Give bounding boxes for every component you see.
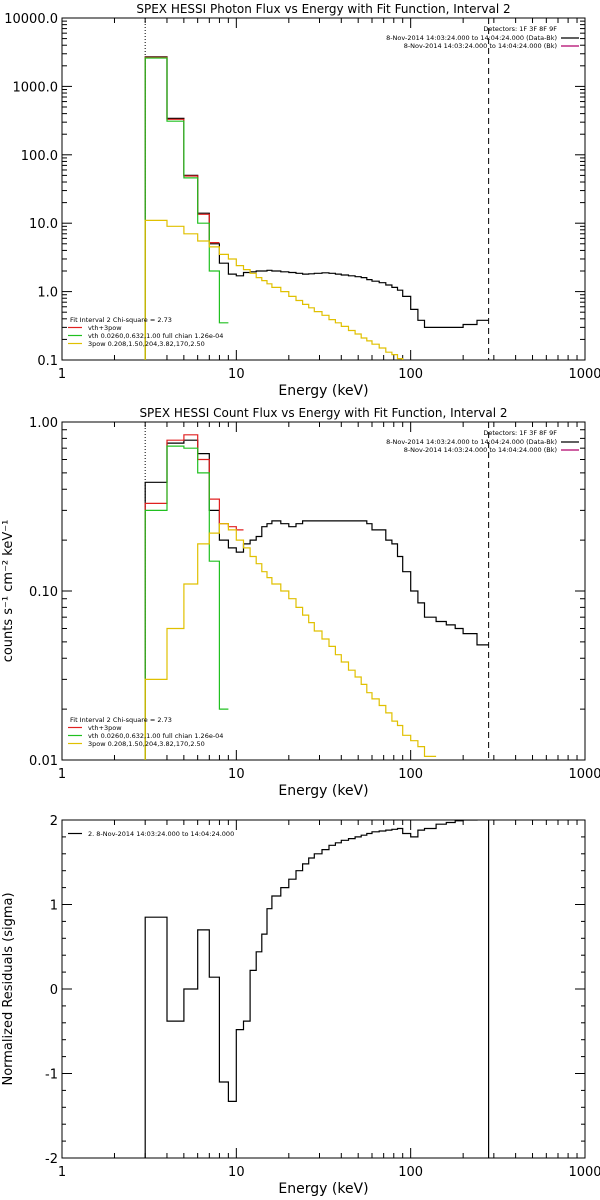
y-tick-label: 100.0 — [21, 149, 58, 164]
legend-label: vth 0.0260,0.632,1.00 full chian 1.26e-0… — [88, 732, 223, 740]
y-tick-label: 0.1 — [37, 354, 58, 369]
legend-label: 3pow 0.208,1.50,204,3.82,170,2.50 — [88, 340, 205, 348]
panel-2: SPEX HESSI Count Flux vs Energy with Fit… — [1, 406, 600, 799]
series-line-4 — [144, 523, 437, 760]
legend-header: Fit Interval 2 Chi-square = 2.73 — [70, 316, 172, 324]
series-line-1 — [144, 56, 489, 360]
legend-label: vth+3pow — [88, 324, 122, 332]
legend-label: 2. 8-Nov-2014 14:03:24.000 to 14:04:24.0… — [88, 830, 234, 838]
x-axis-label: Energy (keV) — [278, 383, 368, 399]
legend-label: 3pow 0.208,1.50,204,3.82,170,2.50 — [88, 740, 205, 748]
y-tick-label: 1 — [50, 899, 58, 914]
x-tick-label: 10 — [228, 1165, 245, 1180]
y-tick-label: 1.0 — [37, 286, 58, 301]
y-tick-label: -2 — [45, 1152, 58, 1167]
detectors-label: Detectors: 1F 3F 8F 9F — [483, 25, 557, 33]
series-line-1 — [144, 439, 489, 760]
x-tick-label: 1 — [58, 1165, 66, 1180]
series-line-3 — [144, 57, 229, 360]
y-tick-label: 0.01 — [29, 754, 58, 769]
x-tick-label: 1000 — [568, 367, 600, 382]
x-tick-label: 100 — [398, 1165, 423, 1180]
interval-label: 8-Nov-2014 14:03:24.000 to 14:04:24.000 … — [386, 34, 557, 42]
y-tick-label: 0.10 — [29, 585, 58, 600]
plot-frame — [61, 17, 586, 361]
plot-frame — [61, 819, 586, 1159]
legend-header: Fit Interval 2 Chi-square = 2.73 — [70, 716, 172, 724]
detectors-label: Detectors: 1F 3F 8F 9F — [483, 429, 557, 437]
y-tick-label: 1.00 — [29, 416, 58, 431]
interval-label: 8-Nov-2014 14:03:24.000 to 14:04:24.000 … — [386, 438, 557, 446]
series-line-2 — [144, 434, 244, 760]
y-tick-label: 10.0 — [29, 217, 58, 232]
x-tick-label: 10 — [228, 767, 245, 782]
legend-label: vth+3pow — [88, 724, 122, 732]
y-tick-label: 2 — [50, 814, 58, 829]
x-axis-label: Energy (keV) — [278, 783, 368, 799]
y-axis-label: Normalized Residuals (sigma) — [1, 892, 16, 1085]
chart-title: SPEX HESSI Count Flux vs Energy with Fit… — [139, 406, 507, 420]
x-tick-label: 1000 — [568, 1165, 600, 1180]
x-tick-label: 1 — [58, 367, 66, 382]
legend-label: vth 0.0260,0.632,1.00 full chian 1.26e-0… — [88, 332, 223, 340]
x-axis-label: Energy (keV) — [278, 1181, 368, 1197]
x-tick-label: 100 — [398, 767, 423, 782]
interval-label: 8-Nov-2014 14:03:24.000 to 14:04:24.000 … — [404, 42, 557, 50]
x-tick-label: 1 — [58, 767, 66, 782]
panel-1: SPEX HESSI Photon Flux vs Energy with Fi… — [4, 2, 600, 399]
series-line-2 — [144, 56, 220, 360]
panel-3: 1 10 100 1000 Energy (keV) -2 -1 0 1 2 Normalized … — [1, 814, 600, 1197]
plot-frame — [61, 421, 586, 761]
x-tick-label: 100 — [398, 367, 423, 382]
series-line-1 — [144, 820, 490, 1158]
y-tick-label: 1000.0 — [13, 80, 59, 95]
x-tick-label: 10 — [228, 367, 245, 382]
interval-label: 8-Nov-2014 14:03:24.000 to 14:04:24.000 … — [404, 446, 557, 454]
x-tick-label: 1000 — [568, 767, 600, 782]
series-line-3 — [144, 445, 229, 760]
y-tick-label: 10000.0 — [4, 12, 58, 27]
y-tick-label: -1 — [45, 1068, 58, 1083]
y-tick-label: 0 — [50, 983, 58, 998]
y-axis-label: counts s⁻¹ cm⁻² keV⁻¹ — [1, 520, 16, 663]
chart-title: SPEX HESSI Photon Flux vs Energy with Fi… — [136, 2, 510, 16]
series-line-4 — [144, 219, 404, 360]
